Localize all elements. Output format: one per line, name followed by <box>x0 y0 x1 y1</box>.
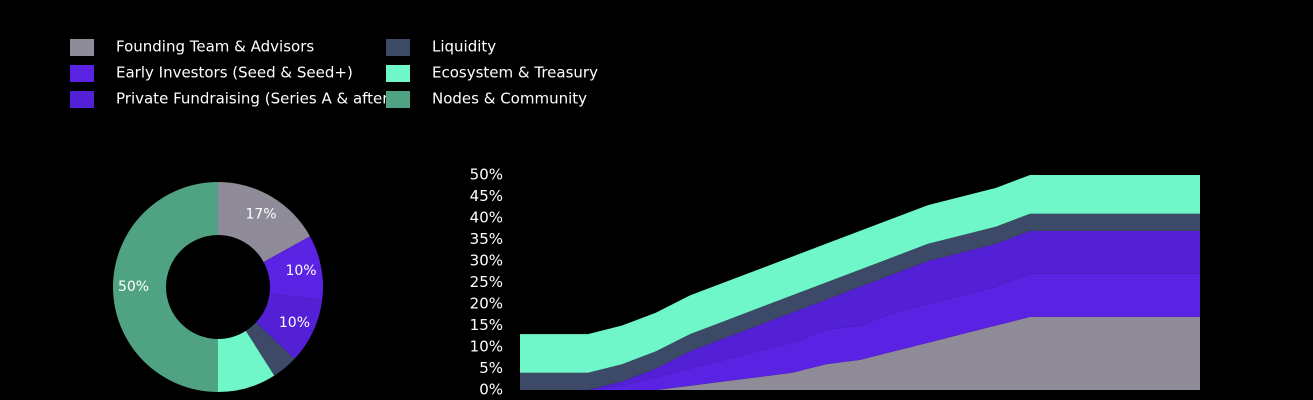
slice-label: 10% <box>279 315 310 331</box>
y-tick-label: 25% <box>470 273 503 291</box>
pie-slice <box>255 293 323 359</box>
y-tick-label: 0% <box>479 381 503 399</box>
legend-label: Founding Team & Advisors <box>116 38 314 56</box>
y-tick-label: 5% <box>479 359 503 377</box>
legend-label: Ecosystem & Treasury <box>432 64 598 82</box>
area-band <box>520 213 1200 390</box>
area-band <box>520 316 1200 390</box>
slice-label: 10% <box>285 263 316 279</box>
legend-label: Liquidity <box>432 38 496 56</box>
slice-label: 17% <box>245 206 276 222</box>
y-tick-label: 50% <box>470 166 503 184</box>
legend-swatch <box>70 91 94 108</box>
y-tick-label: 15% <box>470 316 503 334</box>
legend-swatch <box>70 65 94 82</box>
legend-label: Nodes & Community <box>432 90 587 108</box>
area-band <box>520 175 1200 373</box>
y-tick-label: 10% <box>470 338 503 356</box>
y-tick-label: 35% <box>470 230 503 248</box>
pie-slice <box>218 330 275 392</box>
legend-swatch <box>70 39 94 56</box>
pie-slice <box>245 322 295 376</box>
y-tick-label: 45% <box>470 187 503 205</box>
area-band <box>520 230 1200 390</box>
area-band <box>520 273 1200 390</box>
pie-slice <box>218 182 311 262</box>
legend-label: Early Investors (Seed & Seed+) <box>116 64 353 82</box>
y-tick-label: 20% <box>470 295 503 313</box>
pie-slice <box>263 236 324 301</box>
legend-swatch <box>386 39 410 56</box>
pie-slice <box>113 182 218 392</box>
y-tick-label: 30% <box>470 252 503 270</box>
y-tick-label: 40% <box>470 209 503 227</box>
legend-swatch <box>386 91 410 108</box>
slice-label: 50% <box>118 279 149 295</box>
legend-label: Private Fundraising (Series A & after) <box>116 90 394 108</box>
legend-swatch <box>386 65 410 82</box>
